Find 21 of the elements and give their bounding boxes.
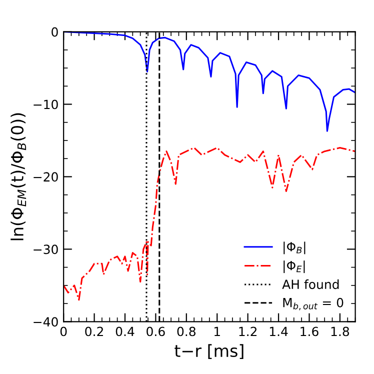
x-tick-label: 1.6 [300, 326, 318, 336]
legend-label: |Φ$_{E}$| [284, 260, 305, 274]
x-tick-label: 1.8 [331, 326, 350, 336]
x-axis-title: t−r [ms] [174, 344, 244, 360]
y-tick-label: −40 [34, 317, 58, 327]
y-tick-label: 0 [52, 27, 58, 37]
legend-label: AH found [282, 279, 339, 290]
x-tick-label: 0.8 [177, 326, 196, 336]
x-tick-label: 0.2 [85, 326, 103, 336]
y-axis-title: ln(Φ$_{EM}$(t)/Φ$_{B}$(0)) [10, 113, 26, 240]
x-tick-label: 1.2 [239, 326, 257, 336]
y-tick-label: −20 [34, 172, 58, 182]
x-tick-label: 1 [214, 326, 220, 336]
legend-label: M$_{b,out}$ = 0 [283, 298, 344, 310]
y-tick-label: −30 [34, 244, 58, 254]
x-tick-label: 0.6 [146, 326, 165, 336]
x-tick-label: 1.4 [270, 326, 288, 336]
legend-label: |Φ$_{B}$| [284, 242, 306, 254]
x-tick-label: 0 [60, 326, 67, 336]
y-tick-label: −10 [34, 100, 58, 110]
x-tick-label: 0.4 [116, 326, 134, 336]
